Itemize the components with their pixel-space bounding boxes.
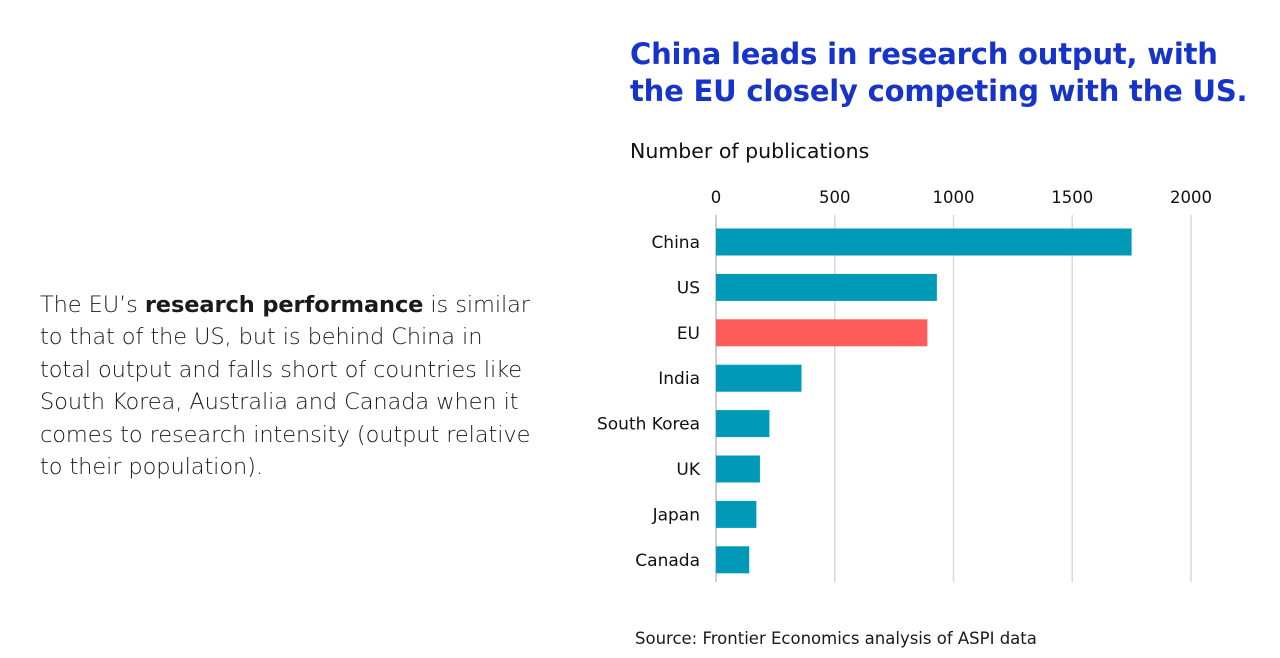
category-label: India (658, 369, 700, 389)
bar-south-korea (716, 410, 770, 438)
bar-japan (716, 500, 757, 528)
intro-paragraph: The EU’s research performance is similar… (40, 289, 540, 484)
x-tick-label: 1500 (1051, 188, 1093, 207)
category-label: Canada (635, 551, 700, 571)
x-tick-label: 2000 (1170, 188, 1212, 207)
bar-canada (716, 546, 750, 574)
bar-eu (716, 319, 928, 347)
x-axis-title: Number of publications (630, 139, 870, 163)
category-label: China (651, 233, 700, 253)
intro-bold: research performance (144, 291, 424, 318)
x-tick-label: 0 (711, 188, 722, 207)
bar-india (716, 364, 802, 392)
category-label: Japan (652, 505, 700, 525)
x-tick-label: 500 (819, 188, 851, 207)
bar-china (716, 228, 1132, 256)
category-label: UK (676, 460, 700, 480)
category-label: US (677, 278, 700, 298)
x-tick-label: 1000 (933, 188, 975, 207)
category-label: South Korea (597, 415, 700, 435)
intro-prefix: The EU’s (40, 291, 145, 318)
category-label: EU (677, 324, 700, 344)
intro-suffix: is similar to that of the US, but is beh… (40, 291, 531, 481)
bar-uk (716, 455, 760, 483)
chart-title: China leads in research output, with the… (630, 37, 1248, 108)
bar-us (716, 273, 937, 301)
source-note: Source: Frontier Economics analysis of A… (635, 629, 1037, 648)
